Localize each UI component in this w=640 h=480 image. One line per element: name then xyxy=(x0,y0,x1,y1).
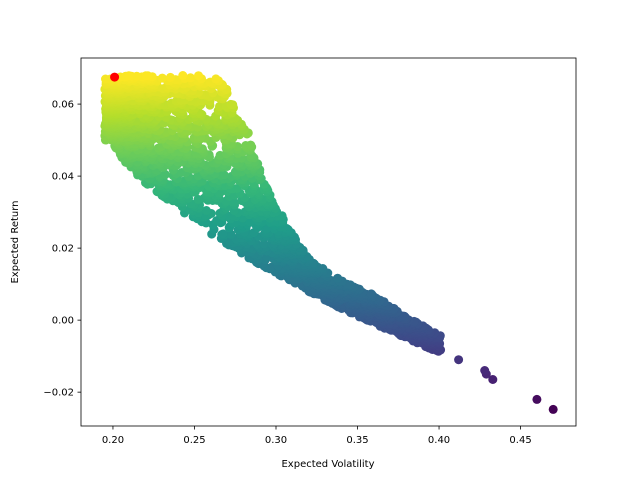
x-tick-label: 0.25 xyxy=(183,435,205,446)
data-point xyxy=(532,394,542,404)
data-point xyxy=(124,71,134,81)
y-tick-label: 0.00 xyxy=(52,316,74,327)
data-point xyxy=(226,99,236,109)
x-tick-label: 0.20 xyxy=(102,435,124,446)
data-point xyxy=(132,71,142,81)
data-point xyxy=(186,73,195,83)
data-point xyxy=(333,273,343,283)
highlight-point xyxy=(110,72,120,82)
data-point xyxy=(548,404,558,414)
data-point xyxy=(194,71,203,81)
data-point xyxy=(232,184,242,193)
data-point xyxy=(141,71,151,81)
y-tick-label: 0.02 xyxy=(52,244,74,255)
x-tick-label: 0.45 xyxy=(509,435,531,446)
x-axis-label: Expected Volatility xyxy=(281,459,374,470)
scatter-points xyxy=(100,71,558,414)
x-tick-label: 0.40 xyxy=(428,435,450,446)
x-tick-label: 0.35 xyxy=(346,435,368,446)
data-point xyxy=(246,140,256,150)
data-point xyxy=(218,229,228,239)
max-return-marker xyxy=(110,72,120,82)
data-point xyxy=(201,206,211,215)
data-point xyxy=(366,289,376,299)
data-point xyxy=(160,170,170,179)
data-point xyxy=(211,74,221,84)
y-axis-ticks: −0.02 0.00 0.02 0.04 0.06 xyxy=(43,100,81,399)
data-point xyxy=(165,72,175,82)
data-point xyxy=(266,262,276,272)
x-axis-ticks: 0.20 0.25 0.30 0.35 0.40 0.45 xyxy=(102,426,532,446)
y-tick-label: 0.04 xyxy=(52,172,74,183)
data-point xyxy=(480,366,490,375)
data-point xyxy=(219,170,229,180)
data-point xyxy=(488,375,498,384)
data-point xyxy=(178,71,188,80)
data-point xyxy=(215,101,224,111)
y-axis-label: Expected Return xyxy=(10,200,21,283)
data-point xyxy=(454,355,464,365)
data-point xyxy=(157,73,167,83)
plot-frame xyxy=(80,57,577,427)
data-point xyxy=(226,229,236,239)
x-tick-label: 0.30 xyxy=(265,435,287,446)
y-tick-label: −0.02 xyxy=(43,388,74,399)
y-tick-label: 0.06 xyxy=(52,100,74,111)
